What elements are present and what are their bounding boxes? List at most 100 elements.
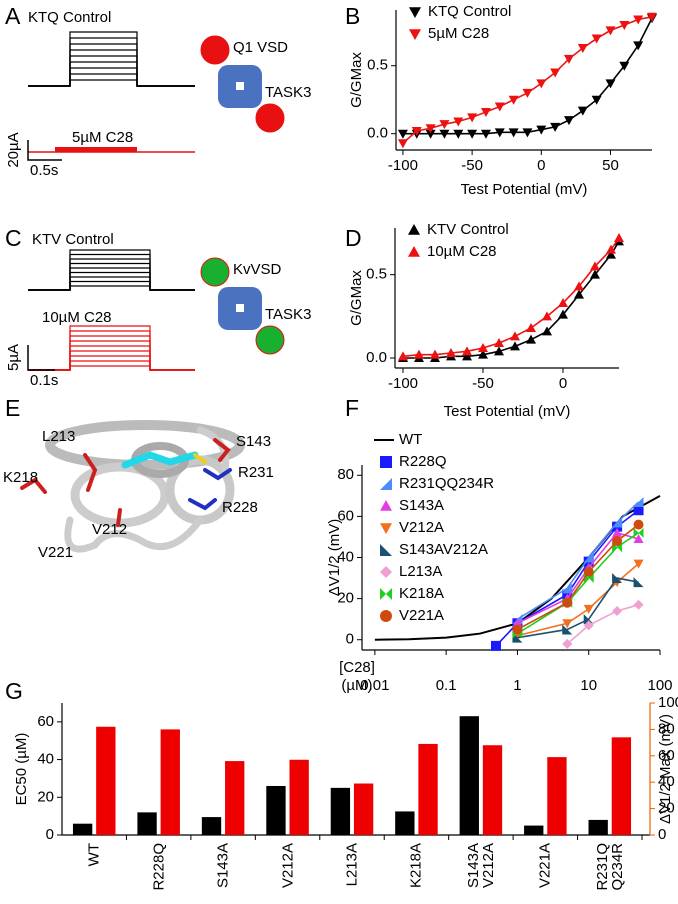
current-trace: [28, 267, 195, 291]
legend-label: K218A: [399, 585, 444, 602]
x-tick-label: -100: [388, 157, 418, 174]
legend-label: 5µM C28: [428, 25, 489, 42]
data-point: [512, 624, 523, 635]
x-tick-label: 0: [537, 157, 545, 174]
panel-letter: E: [5, 395, 20, 421]
data-point: [439, 120, 450, 130]
data-point: [562, 624, 573, 635]
data-point: [453, 129, 464, 139]
y2-axis-label: ΔV1/2 Max (mV): [657, 714, 674, 824]
data-point: [562, 583, 573, 594]
data-point: [583, 566, 594, 577]
data-point: [462, 351, 472, 361]
x-axis-label: [C28]: [339, 659, 375, 676]
data-point: [612, 605, 623, 616]
panel-letter: D: [345, 225, 362, 251]
data-point: [605, 79, 616, 89]
data-point: [574, 289, 584, 299]
x-axis-label: Test Potential (mV): [461, 181, 588, 198]
y-tick-label: 40: [337, 548, 354, 565]
scale-bar: [27, 345, 55, 371]
data-point: [633, 519, 644, 530]
vsd-domain: [200, 257, 230, 287]
x-tick-label: WT: [85, 843, 103, 867]
y-axis-label: EC50 (µM): [13, 733, 30, 806]
data-point: [612, 517, 623, 528]
bar: [482, 745, 503, 835]
current-trace: [28, 79, 195, 87]
y2-tick-label: 60: [658, 747, 675, 764]
data-point: [494, 338, 504, 347]
legend-label: V212A: [399, 519, 444, 536]
legend-label: KTQ Control: [428, 3, 511, 20]
data-point: [510, 331, 520, 341]
data-point: [633, 15, 644, 25]
data-point: [562, 597, 573, 608]
data-point: [398, 351, 408, 361]
data-point: [536, 125, 547, 135]
bar: [225, 761, 245, 835]
vsd-domain: [255, 325, 285, 355]
data-point: [606, 244, 616, 254]
bar: [96, 726, 116, 835]
y-axis-label: G/GMax: [348, 270, 365, 326]
data-point: [494, 102, 505, 112]
y-tick-label: 40: [37, 751, 54, 768]
data-point: [577, 106, 588, 116]
x-tick-label: S143A V212A: [464, 843, 497, 889]
data-point: [480, 129, 491, 139]
current-trace: [28, 276, 195, 291]
legend-label: R231QQ234R: [399, 475, 494, 492]
data-point: [633, 527, 644, 538]
x-tick-label: -50: [472, 375, 494, 392]
data-point: [562, 638, 573, 649]
legend-marker: [380, 478, 392, 490]
data-point: [633, 559, 644, 569]
y2-tick-label: 80: [658, 720, 675, 737]
data-point: [508, 95, 519, 105]
data-point: [512, 618, 523, 628]
x-tick-label: V221A: [536, 843, 554, 889]
y-tick-label: 20: [37, 788, 54, 805]
data-point: [446, 348, 456, 357]
ligand: [193, 453, 207, 464]
current-scale: 20µA: [5, 132, 22, 167]
bar: [160, 729, 180, 835]
x-tick-label: 100: [647, 677, 672, 694]
x-tick-label: 1: [513, 677, 521, 694]
legend-label: KTV Control: [427, 221, 509, 238]
x-tick-label: 0.1: [436, 677, 457, 694]
x-tick-label: 0: [559, 375, 567, 392]
x-tick-label: 50: [602, 157, 619, 174]
y-tick-label: 0.0: [367, 125, 388, 142]
data-point: [411, 126, 422, 136]
vsd-label: Q1 VSD: [233, 39, 288, 56]
data-point: [619, 20, 630, 30]
scale-bar: [27, 140, 62, 161]
bar: [459, 716, 479, 835]
bar: [524, 825, 544, 835]
legend-label: L213A: [399, 563, 442, 580]
x-tick-label: R228Q: [150, 843, 168, 891]
bar: [611, 737, 632, 835]
data-point: [478, 349, 488, 359]
residue-label: V221: [38, 544, 73, 561]
data-point: [562, 619, 573, 629]
channel-pore: [236, 304, 244, 312]
data-point: [430, 349, 440, 359]
legend-label: R228Q: [399, 453, 447, 470]
residue-label: S143: [236, 433, 271, 450]
data-point: [478, 343, 488, 352]
legend-marker: [380, 610, 392, 622]
data-point: [425, 129, 436, 139]
data-point: [397, 139, 408, 149]
legend-label: S143AV212A: [399, 541, 488, 558]
data-point: [612, 536, 623, 547]
data-point: [508, 128, 519, 138]
legend-marker: [380, 500, 392, 511]
data-point: [526, 334, 536, 344]
y-tick-label: 0: [346, 631, 354, 648]
residue-label: K218: [3, 469, 38, 486]
